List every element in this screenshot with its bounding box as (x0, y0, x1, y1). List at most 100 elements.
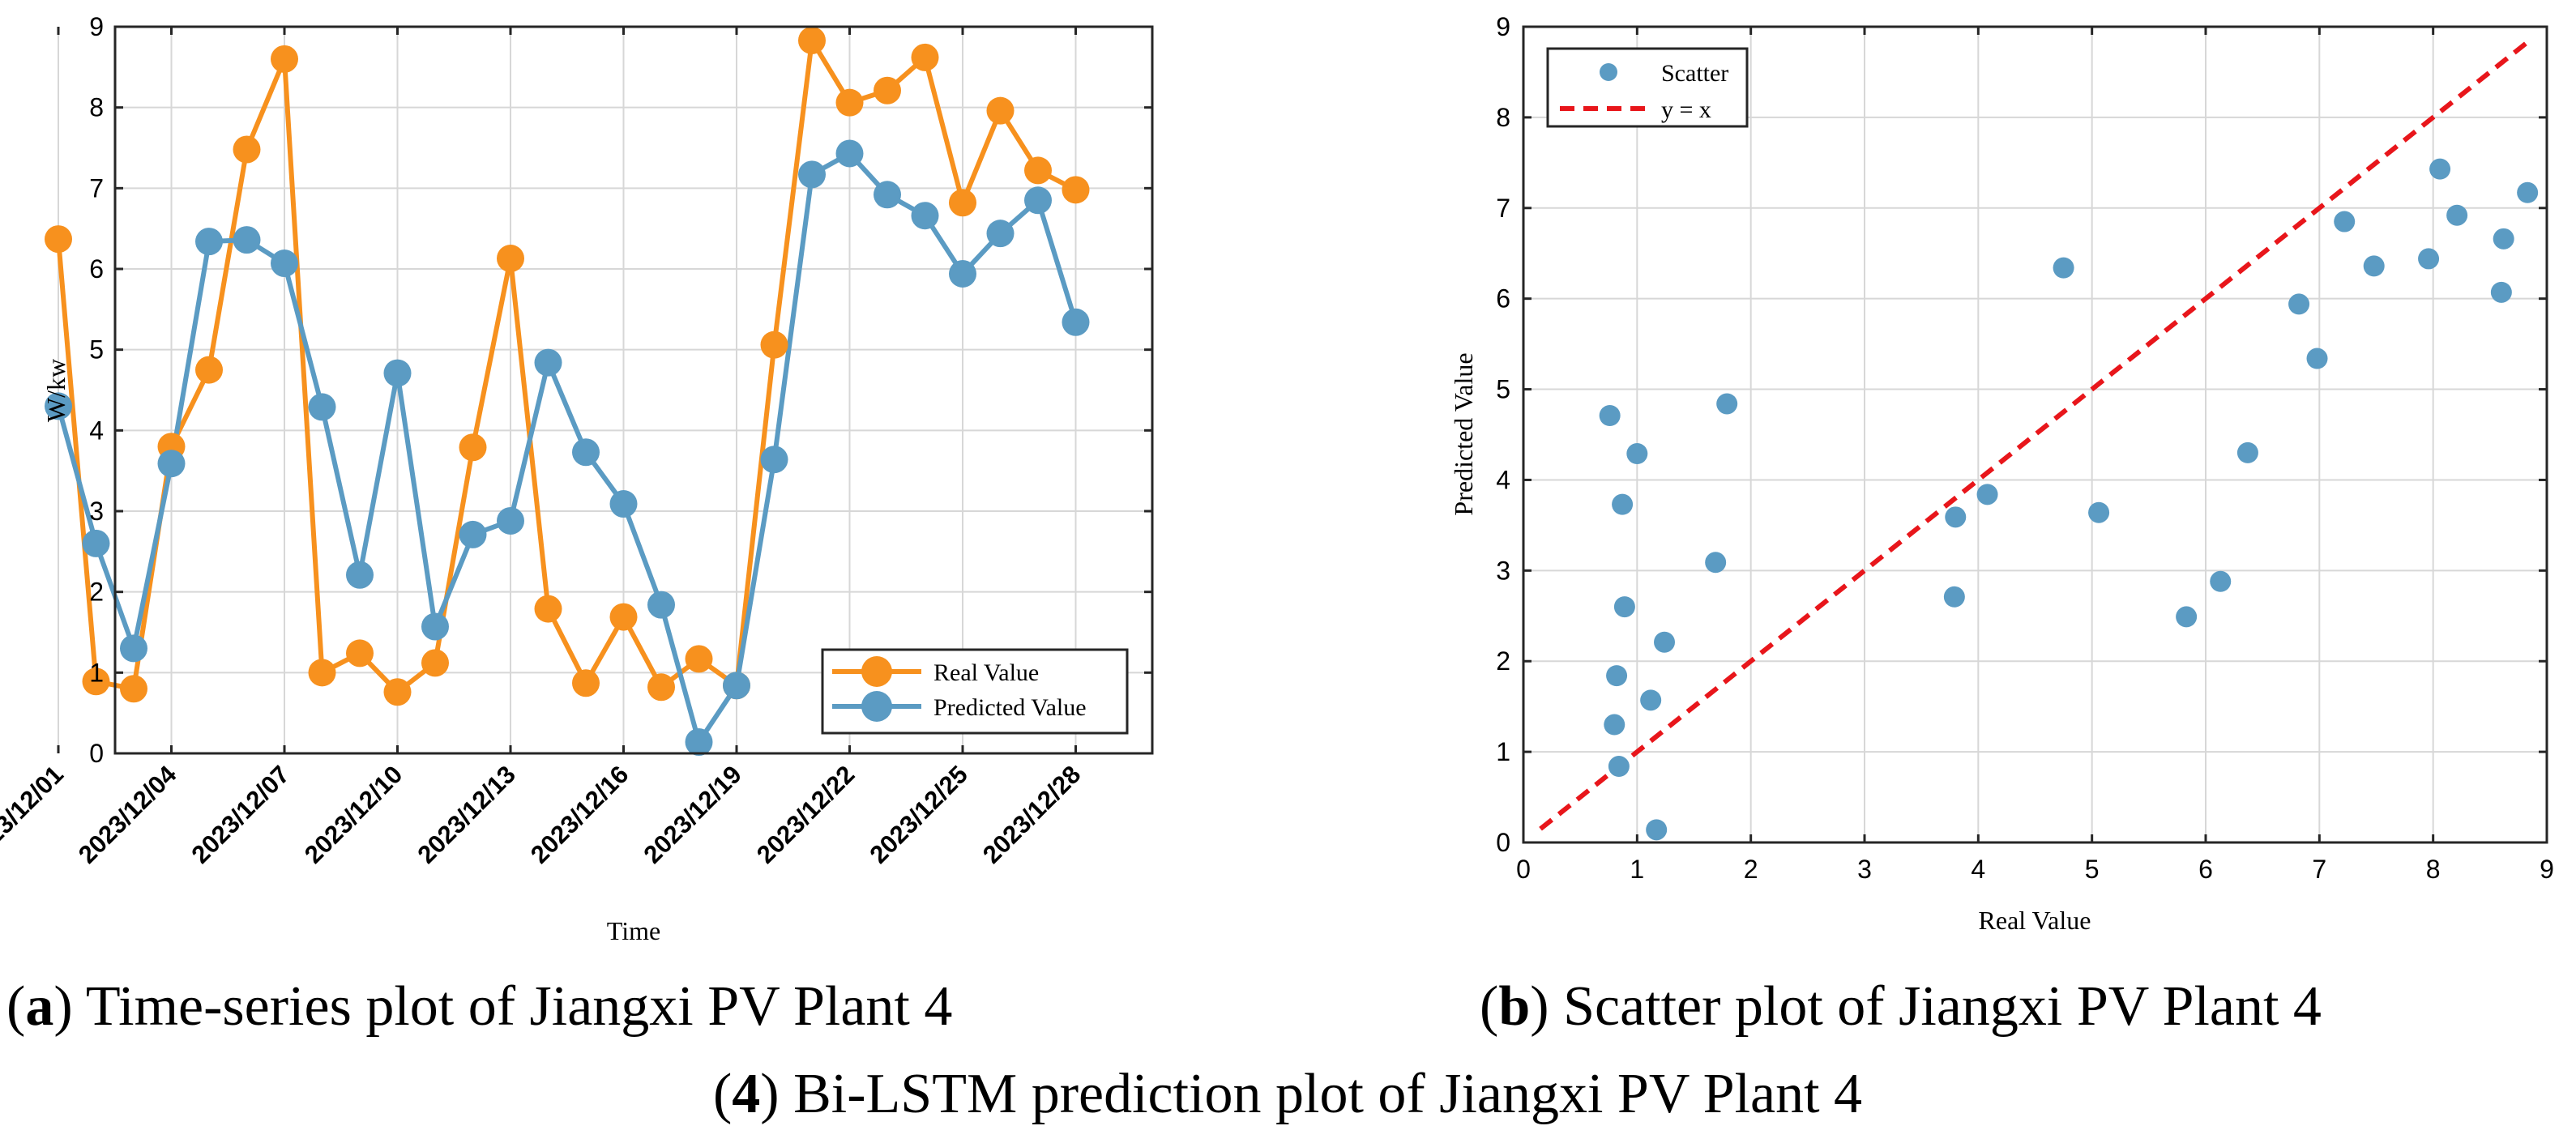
scatter-axes-box (1522, 25, 2548, 844)
identity-line (1539, 38, 2531, 831)
predicted-value-point (308, 393, 336, 421)
real-value-point (120, 675, 147, 703)
predicted-value-point (986, 220, 1015, 248)
legend-predicted-marker (861, 691, 892, 722)
sc-y-tick-label: 7 (1496, 194, 1510, 223)
real-value-point (911, 43, 939, 71)
sc-x-tick-label: 8 (2426, 855, 2441, 884)
real-value-point (609, 603, 638, 631)
legend-real-marker (861, 656, 892, 687)
caption-b: (b) Scatter plot of Jiangxi PV Plant 4 (1480, 975, 2322, 1038)
caption-a: (a) Time-series plot of Jiangxi PV Plant… (6, 975, 952, 1038)
ts-y-tick-label: 8 (89, 93, 104, 122)
scatter-legend: Scatter y = x (1546, 47, 1749, 128)
scatter-legend-box (1546, 47, 1749, 128)
scatter-point (1612, 493, 1634, 515)
real-value-point (233, 135, 261, 164)
real-value-point (835, 88, 864, 117)
scatter-point (1945, 506, 1967, 528)
ts-y-tick-label: 0 (89, 739, 104, 768)
scatter-point (2210, 570, 2232, 592)
sc-x-tick-label: 3 (1857, 855, 1872, 884)
sc-y-tick-label: 3 (1496, 556, 1510, 585)
scatter-point (2429, 158, 2451, 180)
predicted-value-point (835, 139, 864, 168)
scatter-point (2088, 501, 2110, 523)
scatter-point (2493, 228, 2514, 249)
predicted-value-point (383, 359, 412, 387)
ts-x-tick-label: 2023/12/01 (0, 760, 69, 868)
predicted-value-point (949, 259, 976, 288)
ts-y-tick-label: 6 (89, 254, 104, 284)
real-value-line (56, 37, 1077, 695)
predicted-value-point (82, 529, 110, 557)
predicted-value-point (1062, 308, 1090, 336)
predicted-value-point (120, 634, 147, 663)
legend-scatter-marker (1600, 63, 1617, 81)
real-value-point (986, 96, 1015, 125)
scatter-point (1613, 596, 1635, 618)
scatter-ticks: 0 1 2 3 4 5 6 7 8 9 0 1 2 3 4 5 6 7 8 9 (1496, 12, 2554, 884)
real-value-point (647, 673, 675, 702)
real-value-point (572, 669, 600, 697)
ts-x-tick-label: 2023/12/25 (864, 760, 972, 868)
ts-y-tick-label: 3 (89, 497, 104, 526)
ts-x-tick-label: 2023/12/16 (525, 760, 634, 868)
real-value-point (346, 639, 374, 667)
sc-y-tick-label: 8 (1496, 103, 1510, 132)
sc-y-tick-label: 5 (1496, 375, 1510, 404)
scatter-ylabel: Predicted Value (1449, 352, 1478, 515)
real-value-point (497, 245, 524, 273)
real-value-point (45, 225, 72, 254)
scatter-point (2176, 606, 2198, 628)
time-series-ylabel: W/kw (41, 359, 70, 422)
ts-y-tick-label: 5 (89, 335, 104, 365)
scatter-point (2236, 441, 2258, 463)
scatter-panel: 0 1 2 3 4 5 6 7 8 9 0 1 2 3 4 5 6 7 8 9 Real Value Predicte… (1449, 12, 2554, 935)
real-value-point (1062, 176, 1090, 204)
ts-y-tick-label: 1 (89, 658, 104, 687)
real-value-point (82, 667, 110, 696)
real-value-point (383, 678, 412, 706)
predicted-value-point (534, 348, 562, 377)
sc-x-tick-label: 0 (1516, 855, 1531, 884)
scatter-point (2306, 348, 2328, 369)
predicted-value-point (233, 226, 261, 254)
predicted-value-point (346, 561, 374, 589)
scatter-data (1539, 38, 2539, 841)
predicted-value-point (459, 520, 487, 548)
scatter-xlabel: Real Value (1979, 906, 2091, 935)
ts-x-tick-label: 2023/12/07 (186, 760, 294, 868)
predicted-value-point (421, 612, 449, 641)
predicted-value-point (195, 228, 223, 256)
time-series-lines (45, 26, 1090, 757)
real-value-point (760, 331, 788, 359)
real-value-point (421, 649, 449, 677)
predicted-value-point (647, 591, 675, 619)
real-value-point (1024, 156, 1052, 185)
real-value-point (195, 356, 223, 384)
real-value-point (874, 76, 901, 104)
scatter-point (2446, 204, 2468, 226)
scatter-point (1606, 665, 1628, 687)
sc-y-tick-label: 0 (1496, 828, 1510, 857)
time-series-panel: 0 1 2 3 4 5 6 7 8 9 2023/12/01 2023/12/04 2023/12/07… (0, 12, 1154, 945)
scatter-point (1626, 442, 1648, 464)
scatter-point (1716, 393, 1738, 415)
predicted-value-point (760, 446, 788, 474)
sc-y-tick-label: 1 (1496, 737, 1510, 766)
legend-predicted-label: Predicted Value (933, 694, 1087, 721)
ts-y-tick-label: 9 (89, 12, 104, 41)
sc-x-tick-label: 5 (2085, 855, 2100, 884)
sc-x-tick-label: 1 (1630, 855, 1644, 884)
ts-x-tick-label: 2023/12/04 (73, 760, 182, 869)
scatter-point (1654, 631, 1676, 653)
scatter-point (1646, 819, 1668, 841)
ts-x-tick-label: 2023/12/19 (638, 760, 746, 868)
scatter-point (1705, 552, 1727, 574)
predicted-value-point (271, 249, 298, 278)
sc-x-tick-label: 6 (2198, 855, 2213, 884)
sc-y-tick-label: 4 (1496, 465, 1510, 494)
ts-y-tick-label: 7 (89, 173, 104, 203)
